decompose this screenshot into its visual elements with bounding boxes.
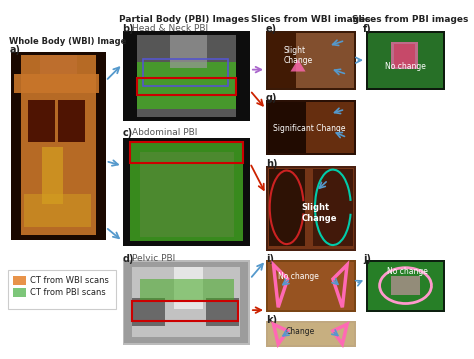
Bar (132, 267, 240, 337)
Bar (43, 147, 63, 204)
Bar (268, 323, 354, 345)
Bar (268, 262, 354, 310)
Bar (174, 267, 203, 309)
Bar (123, 137, 250, 246)
Text: No change: No change (387, 267, 428, 276)
Bar (130, 142, 243, 241)
Bar (266, 260, 356, 312)
Bar (8, 270, 116, 309)
Bar (268, 168, 354, 249)
Bar (11, 52, 106, 240)
Bar (266, 31, 356, 90)
Bar (268, 102, 354, 153)
Bar (132, 301, 237, 321)
Bar (24, 194, 91, 227)
Bar (130, 142, 243, 163)
Text: e): e) (266, 24, 277, 34)
Bar (268, 33, 296, 88)
Bar (170, 35, 208, 68)
Text: k): k) (266, 315, 277, 325)
Text: Pelvic PBI: Pelvic PBI (132, 253, 175, 262)
Text: a): a) (9, 45, 20, 55)
Bar (392, 42, 418, 69)
Bar (394, 44, 415, 67)
Text: Head & Neck PBI: Head & Neck PBI (132, 24, 208, 33)
Bar (366, 31, 445, 90)
Text: Slices from PBI images: Slices from PBI images (352, 15, 468, 24)
Bar (40, 56, 77, 74)
Bar (206, 298, 238, 326)
Bar (132, 298, 165, 326)
Text: CT from PBI scans: CT from PBI scans (30, 288, 106, 297)
Text: Change: Change (285, 327, 315, 336)
Text: Significant Change: Significant Change (273, 124, 346, 133)
Bar (137, 78, 236, 95)
Text: Whole Body (WBI) Image: Whole Body (WBI) Image (9, 37, 127, 46)
Bar (368, 33, 443, 88)
Bar (137, 35, 236, 117)
Bar (125, 262, 248, 343)
Bar (143, 59, 228, 86)
Bar (139, 279, 234, 300)
Text: No change: No change (278, 272, 319, 281)
Bar (123, 31, 250, 121)
Bar (266, 100, 356, 154)
Bar (14, 74, 99, 93)
Bar (21, 56, 96, 235)
Bar (368, 262, 443, 310)
Bar (392, 276, 419, 295)
Polygon shape (291, 59, 306, 71)
Text: d): d) (123, 253, 134, 264)
Bar (139, 152, 234, 237)
Bar (58, 100, 85, 142)
Bar (13, 288, 27, 297)
Bar (123, 260, 250, 345)
Bar (268, 102, 306, 153)
Text: f): f) (363, 24, 372, 34)
Text: Slight
Change: Slight Change (302, 203, 337, 223)
Text: i): i) (266, 253, 274, 264)
Bar (28, 100, 55, 142)
Bar (266, 321, 356, 347)
Text: Slight
Change: Slight Change (284, 46, 313, 65)
Text: No change: No change (385, 62, 426, 71)
Bar (13, 276, 27, 285)
Bar (266, 166, 356, 251)
Text: h): h) (266, 159, 277, 169)
Bar (137, 62, 236, 109)
Bar (313, 169, 353, 246)
Text: Abdominal PBI: Abdominal PBI (132, 128, 197, 137)
Text: j): j) (363, 253, 371, 264)
Text: b): b) (123, 24, 134, 34)
Text: g): g) (266, 93, 277, 103)
Text: Partial Body (PBI) Images: Partial Body (PBI) Images (119, 15, 249, 24)
Bar (366, 260, 445, 312)
Bar (269, 169, 305, 246)
Text: CT from WBI scans: CT from WBI scans (30, 276, 109, 285)
Bar (268, 33, 354, 88)
Text: c): c) (123, 128, 133, 138)
Text: Slices from WBI images: Slices from WBI images (251, 15, 371, 24)
